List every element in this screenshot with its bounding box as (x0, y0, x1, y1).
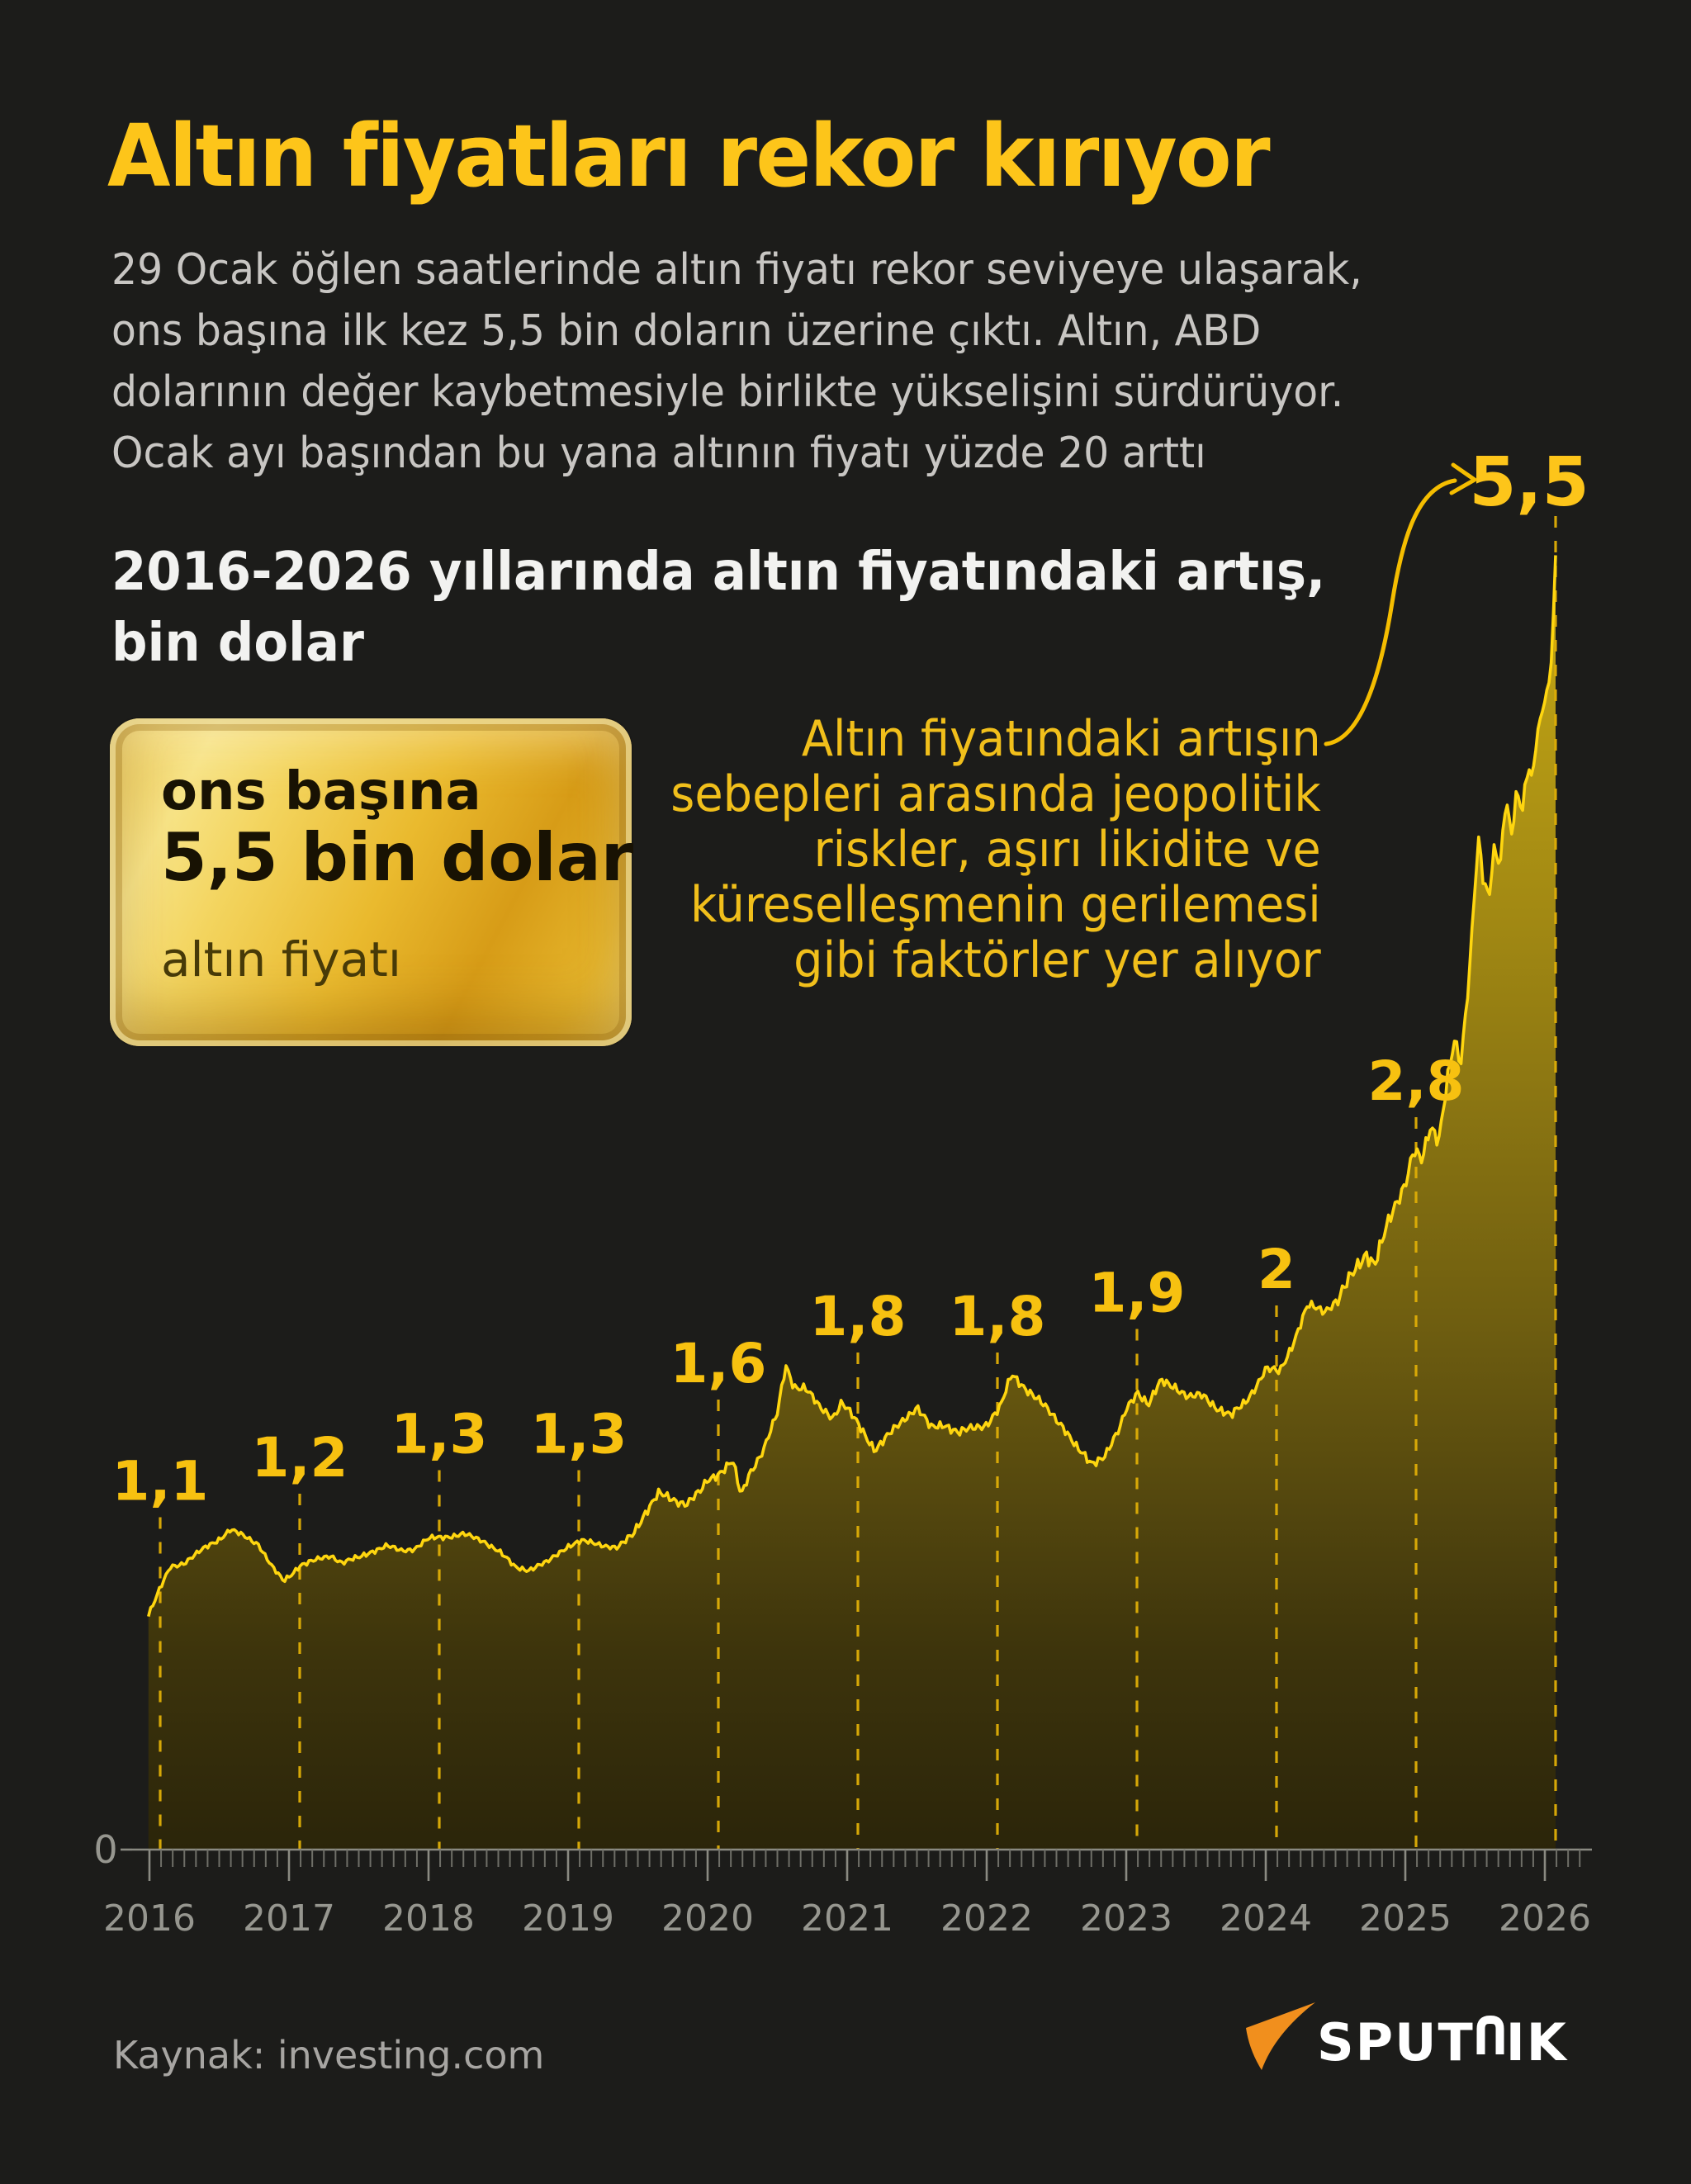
subtitle-line: 29 Ocak öğlen saatlerinde altın fiyatı r… (111, 245, 1362, 295)
value-label: 1,8 (810, 1285, 907, 1348)
gold-bar-price-value: 5,5 bin dolar (161, 819, 634, 896)
year-label: 2025 (1359, 1897, 1452, 1940)
year-label: 2022 (940, 1897, 1033, 1940)
year-label: 2024 (1220, 1897, 1312, 1940)
source-note: Kaynak: investing.com (113, 2033, 545, 2077)
annotation-line: Altın fiyatındaki artışın (802, 710, 1321, 768)
value-label: 1,3 (391, 1403, 488, 1466)
year-label: 2021 (801, 1897, 893, 1940)
annotation-line: küreselleşmenin gerilemesi (690, 876, 1321, 934)
value-label: 1,3 (531, 1403, 628, 1466)
annotation-line: riskler, aşırı likidite ve (813, 821, 1321, 879)
year-label: 2019 (522, 1897, 614, 1940)
value-label: 1,2 (252, 1426, 348, 1490)
year-label: 2016 (103, 1897, 196, 1940)
value-label: 1,1 (112, 1450, 209, 1514)
year-label: 2020 (661, 1897, 754, 1940)
value-label: 1,6 (670, 1332, 767, 1395)
y-axis-zero-label: 0 (93, 1827, 117, 1872)
annotation-line: gibi faktörler yer alıyor (793, 931, 1321, 989)
sputnik-logo-text: SPUT IK (1317, 2012, 1568, 2073)
value-label: 1,9 (1089, 1262, 1186, 1325)
subtitle: 29 Ocak öğlen saatlerinde altın fiyatı r… (111, 239, 1362, 484)
subtitle-line: dolarının değer kaybetmesiyle birlikte y… (111, 367, 1344, 417)
value-label: 1,8 (950, 1285, 1046, 1348)
logo-reversed-n-icon (1476, 2016, 1504, 2054)
gold-bar-image: ons başına 5,5 bin dolar altın fiyatı (110, 718, 634, 1046)
annotation-arrow-shaft (1324, 478, 1457, 746)
chart-heading: 2016-2026 yıllarında altın fiyatındaki a… (111, 537, 1325, 679)
page-title: Altın fiyatları rekor kırıyor (107, 106, 1271, 206)
logo-text-post: IK (1505, 2012, 1568, 2073)
gold-bar-caption: altın fiyatı (161, 931, 401, 988)
sputnik-logo: SPUT IK (1239, 1994, 1594, 2085)
sputnik-logo-sail-icon (1246, 2002, 1315, 2070)
value-label: 2,8 (1368, 1049, 1465, 1113)
year-label: 2017 (243, 1897, 335, 1940)
annotation-arrow-head-icon (1449, 462, 1477, 495)
annotation-line: sebepleri arasında jeopolitik (670, 765, 1321, 823)
subtitle-line: ons başına ilk kez 5,5 bin doların üzeri… (111, 306, 1262, 356)
subtitle-line: Ocak ayı başından bu yana altının fiyatı… (111, 429, 1206, 478)
chart-heading-line1: 2016-2026 yıllarında altın fiyatındaki a… (111, 542, 1326, 603)
value-label: 2 (1258, 1238, 1295, 1301)
logo-text-pre: SPUT (1317, 2012, 1475, 2073)
gold-bar-label-ons-basina: ons başına (161, 761, 481, 822)
price-area-fill (148, 555, 1556, 1850)
annotation-text: Altın fiyatındaki artışın sebepleri aras… (671, 712, 1321, 988)
year-label: 2026 (1499, 1897, 1591, 1940)
chart-heading-line2: bin dolar (111, 613, 364, 674)
year-label: 2018 (382, 1897, 475, 1940)
year-label: 2023 (1080, 1897, 1172, 1940)
price-curve (147, 555, 1557, 1618)
record-value-label: 5,5 (1469, 443, 1589, 522)
